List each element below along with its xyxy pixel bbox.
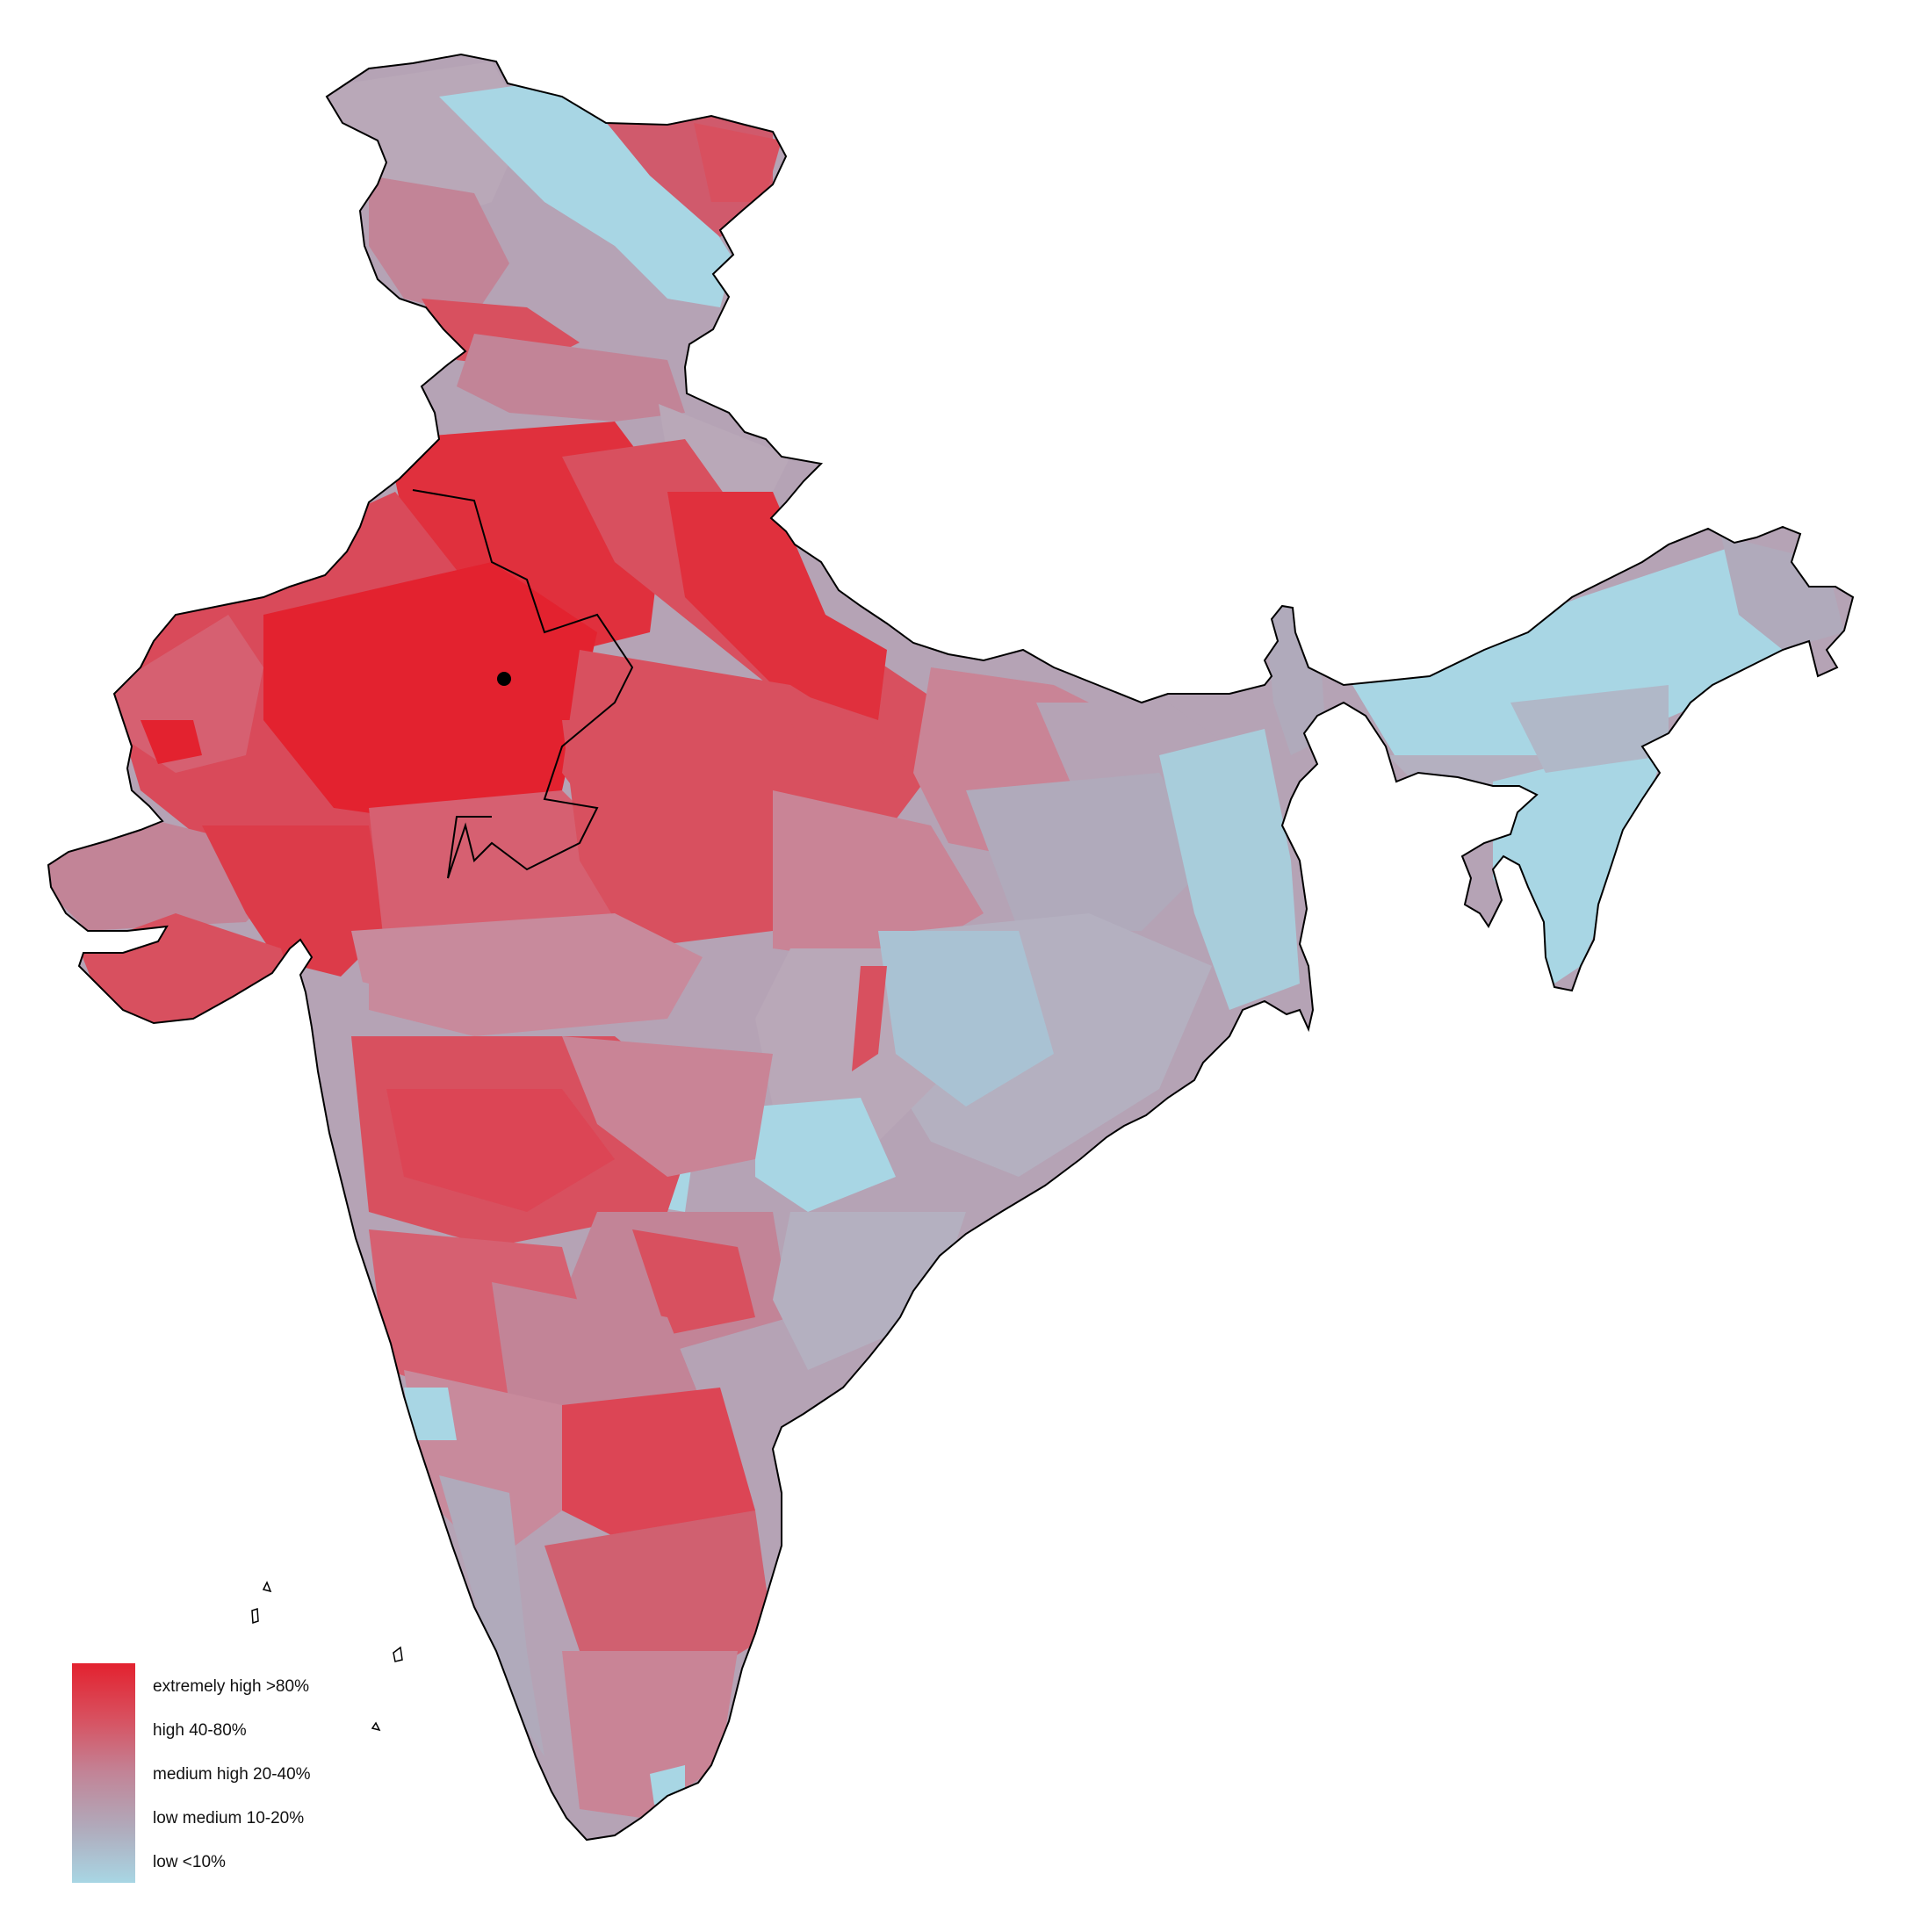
delhi-marker [497,672,511,686]
island-3 [393,1646,403,1662]
region-rajasthan-core [263,562,597,825]
region-konkan [299,966,369,1273]
region-ladakh [439,79,733,307]
region-kerala [439,1475,544,1756]
region-vidarbha [562,1036,773,1177]
region-ladakh-east-high [694,123,782,202]
legend-color-ramp [72,1663,135,1883]
region-west-bengal [1159,729,1300,1010]
legend-label-low-medium: low medium 10-20% [153,1809,305,1827]
region-kutch-tip [141,720,202,764]
island-1 [262,1581,272,1593]
island-4 [371,1721,381,1732]
region-narmada [351,913,703,1036]
region-gujarat-north [202,825,386,984]
region-brahmaputra-mid [1510,685,1669,773]
legend-label-extremely-high: extremely high >80% [153,1677,309,1696]
region-mp-east [773,790,984,966]
region-yamuna [667,492,887,720]
region-jharkhand [966,773,1212,931]
region-low-patch-a [755,1098,896,1212]
legend: extremely high >80% high 40-80% medium h… [72,1663,511,1883]
region-himachal [457,334,685,422]
region-kashmir-valley [369,176,509,316]
region-high-patch-c [852,966,887,1071]
legend-label-low: low <10% [153,1853,226,1871]
region-tamilnadu-south [562,1651,738,1818]
island-2 [251,1607,259,1625]
region-andhra-coast [773,1212,966,1370]
region-godavari-high [632,1229,755,1335]
region-assam [1352,544,1809,773]
internal-border-rajasthan [412,489,634,879]
region-marathwada [386,1089,615,1212]
region-low-patch-d [404,1388,457,1440]
legend-label-high: high 40-80% [153,1721,247,1740]
legend-label-medium-high: medium high 20-40% [153,1765,311,1784]
region-mahanadi [878,931,1054,1107]
region-tamilnadu-north [544,1510,773,1686]
